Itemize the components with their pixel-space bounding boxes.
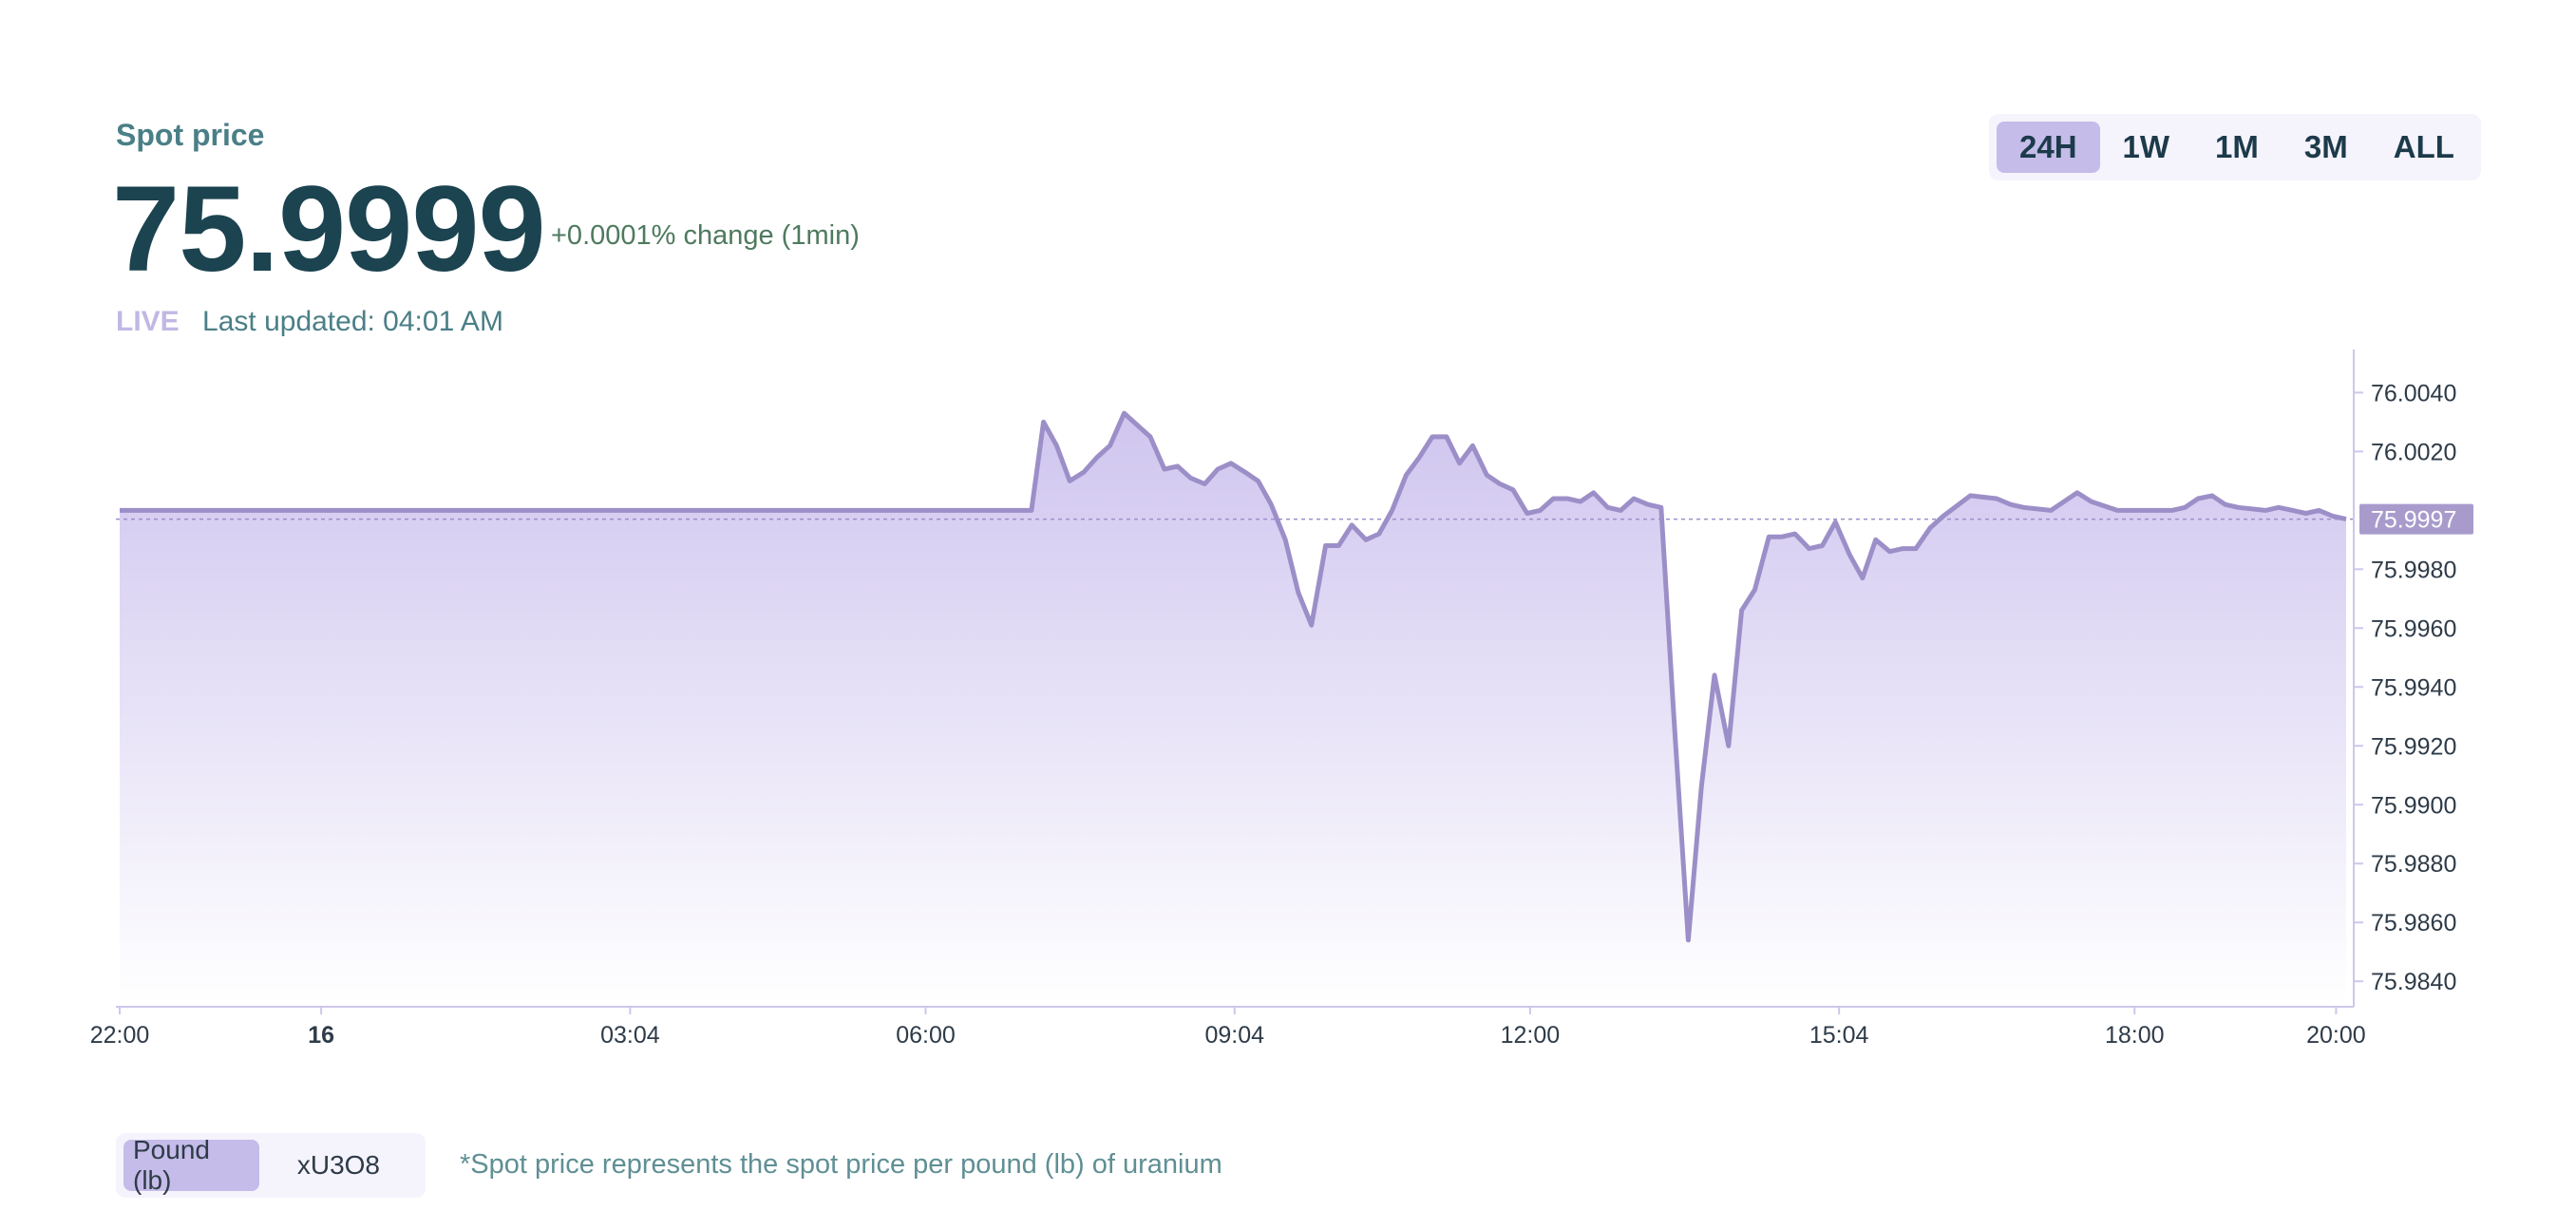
x-tick-label: 18:00 <box>2105 1022 2165 1049</box>
price-line <box>120 410 2347 943</box>
y-tick-label: 76.0040 <box>2371 380 2456 407</box>
range-tab-1m[interactable]: 1M <box>2215 129 2259 164</box>
y-tick-label: 75.9880 <box>2371 851 2456 878</box>
x-tick-label: 06:00 <box>896 1022 956 1049</box>
current-value-badge <box>2359 503 2473 535</box>
unit-option-xu3o8[interactable]: xU3O8 <box>296 1150 380 1180</box>
current-value-label: 75.9997 <box>2371 507 2456 534</box>
x-tick-label: 20:00 <box>2306 1022 2366 1049</box>
y-tick-label: 76.0020 <box>2371 439 2456 465</box>
price-change: +0.0001% change (1min) <box>551 220 860 251</box>
price-chart: 76.0040 76.0020 75.9980 75.9960 75.9940 75.99… <box>90 350 2473 1049</box>
range-tab-24h[interactable]: 24H <box>1997 122 2100 173</box>
chart-axes: 76.0040 76.0020 75.9980 75.9960 75.9940 75.99… <box>90 350 2473 1049</box>
y-tick-label: 75.9920 <box>2371 733 2456 760</box>
x-tick-label: 22:00 <box>90 1022 150 1049</box>
y-tick-label: 75.9840 <box>2371 969 2456 995</box>
y-tick-label: 75.9960 <box>2371 615 2456 642</box>
chart-area <box>120 410 2347 1006</box>
x-tick-label: 16 <box>308 1022 334 1049</box>
live-badge: LIVE <box>116 306 180 337</box>
range-tab-1w[interactable]: 1W <box>2122 129 2170 164</box>
last-updated: Last updated: 04:01 AM <box>202 306 503 337</box>
x-tick-label: 09:04 <box>1204 1022 1264 1049</box>
range-tab-all[interactable]: ALL <box>2393 129 2454 164</box>
time-range-tabs: 24H 1W 1M 3M ALL <box>1989 114 2481 180</box>
x-tick-label: 12:00 <box>1501 1022 1561 1049</box>
live-status: LIVE Last updated: 04:01 AM <box>116 306 503 338</box>
y-tick-label: 75.9900 <box>2371 792 2456 819</box>
unit-toggle: Pound (lb) xU3O8 <box>116 1133 426 1198</box>
area-fill <box>120 413 2346 1006</box>
spot-price-label: Spot price <box>116 118 265 152</box>
x-tick-label: 15:04 <box>1809 1022 1869 1049</box>
current-price: 75.9999 <box>112 161 546 297</box>
y-tick-label: 75.9980 <box>2371 557 2456 583</box>
y-tick-label: 75.9940 <box>2371 674 2456 701</box>
footnote: *Spot price represents the spot price pe… <box>460 1149 1222 1180</box>
range-tab-3m[interactable]: 3M <box>2303 129 2348 164</box>
y-tick-label: 75.9860 <box>2371 910 2456 936</box>
x-tick-label: 03:04 <box>600 1022 660 1049</box>
unit-option-pound[interactable]: Pound (lb) <box>123 1135 259 1195</box>
